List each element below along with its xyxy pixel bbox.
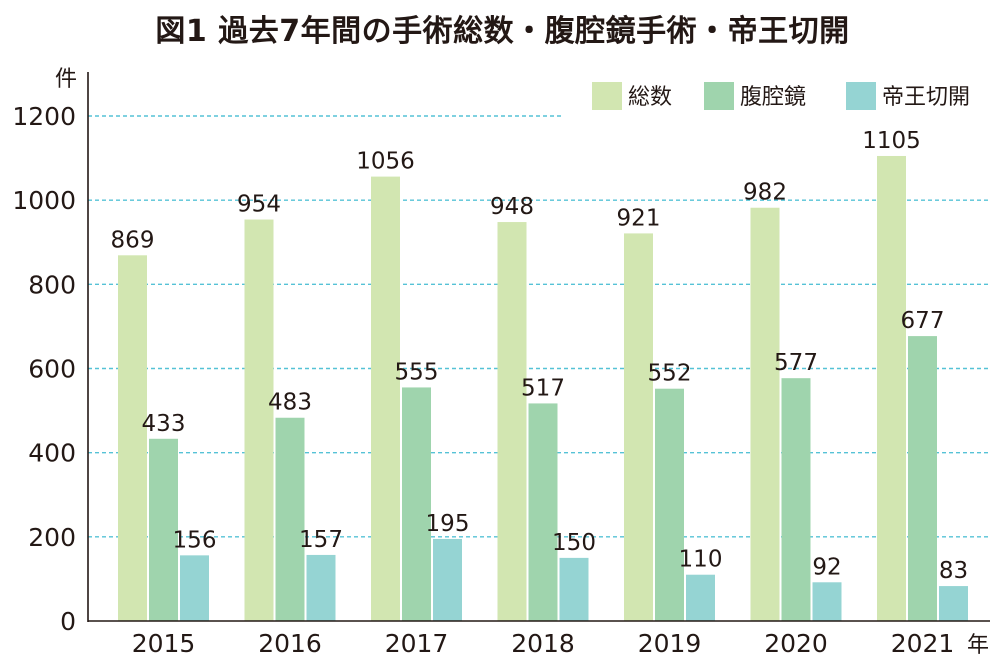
value-label: 948	[490, 194, 534, 220]
value-label: 982	[743, 180, 787, 206]
value-label: 577	[774, 350, 818, 376]
value-label: 83	[939, 558, 968, 584]
x-tick-label: 2015	[132, 629, 196, 658]
bar-腹腔鏡-2017	[402, 387, 431, 621]
value-label: 1056	[356, 149, 415, 175]
value-label: 110	[679, 547, 723, 573]
legend-label: 腹腔鏡	[740, 85, 806, 110]
legend-label: 総数	[628, 85, 672, 110]
x-tick-label: 2019	[638, 629, 702, 658]
bar-帝王切開-2021	[939, 586, 968, 621]
value-label: 555	[395, 359, 439, 385]
bar-帝王切開-2018	[559, 557, 589, 621]
value-label: 954	[237, 192, 281, 218]
y-tick-label: 1000	[12, 186, 76, 215]
value-label: 150	[552, 530, 596, 556]
bars	[118, 155, 968, 622]
y-tick-label: 1200	[12, 102, 76, 131]
bar-総数-2017	[371, 176, 400, 621]
legend-swatch	[704, 82, 734, 110]
bar-腹腔鏡-2020	[781, 378, 811, 621]
bar-帝王切開-2017	[433, 538, 462, 621]
value-label: 433	[142, 411, 186, 437]
bar-腹腔鏡-2021	[908, 336, 937, 621]
bar-腹腔鏡-2019	[655, 388, 684, 621]
legend-swatch	[592, 82, 622, 110]
value-label: 921	[617, 205, 661, 231]
bar-腹腔鏡-2015	[149, 438, 178, 621]
value-label: 677	[901, 308, 945, 334]
bar-腹腔鏡-2016	[275, 417, 305, 621]
legend-swatch	[846, 82, 876, 110]
bar-帝王切開-2020	[812, 582, 842, 621]
bar-総数-2018	[497, 222, 527, 622]
axes: 0 200 400 600 800 1000 1200 2015 2016 2017 2018 201…	[12, 72, 990, 658]
x-tick-label: 2020	[764, 629, 828, 658]
bar-総数-2021	[877, 155, 906, 621]
value-label: 517	[521, 375, 565, 401]
value-label: 92	[812, 554, 841, 580]
y-tick-label: 800	[28, 270, 76, 299]
bar-帝王切開-2016	[306, 554, 336, 621]
y-tick-label: 0	[60, 607, 76, 636]
x-tick-label: 2017	[385, 629, 449, 658]
bar-腹腔鏡-2018	[528, 403, 558, 621]
x-tick-label: 2016	[258, 629, 322, 658]
y-tick-label: 400	[28, 439, 76, 468]
value-label: 869	[111, 227, 155, 253]
chart-title: 図1 過去7年間の手術総数・腹腔鏡手術・帝王切開	[155, 14, 850, 49]
legend: 総数 腹腔鏡 帝王切開	[592, 82, 970, 110]
y-tick-label: 600	[28, 355, 76, 384]
bar-帝王切開-2015	[180, 555, 209, 621]
value-label: 156	[173, 527, 217, 553]
value-label: 483	[268, 390, 312, 416]
value-label: 552	[648, 361, 692, 387]
value-label: 157	[299, 527, 343, 553]
data-labels: 8694331569544831571056555195948517150921…	[111, 128, 969, 584]
bar-総数-2019	[624, 233, 653, 621]
bar-総数-2020	[750, 207, 780, 621]
x-tick-label: 2021	[891, 629, 955, 658]
y-axis-unit: 件	[55, 67, 77, 92]
value-label: 195	[426, 511, 470, 537]
legend-label: 帝王切開	[882, 85, 970, 110]
bar-帝王切開-2019	[686, 574, 715, 621]
x-axis-unit: 年	[967, 633, 989, 658]
value-label: 1105	[862, 128, 921, 154]
bar-総数-2015	[118, 255, 147, 621]
y-tick-label: 200	[28, 523, 76, 552]
bar-総数-2016	[244, 219, 274, 621]
x-tick-label: 2018	[511, 629, 575, 658]
